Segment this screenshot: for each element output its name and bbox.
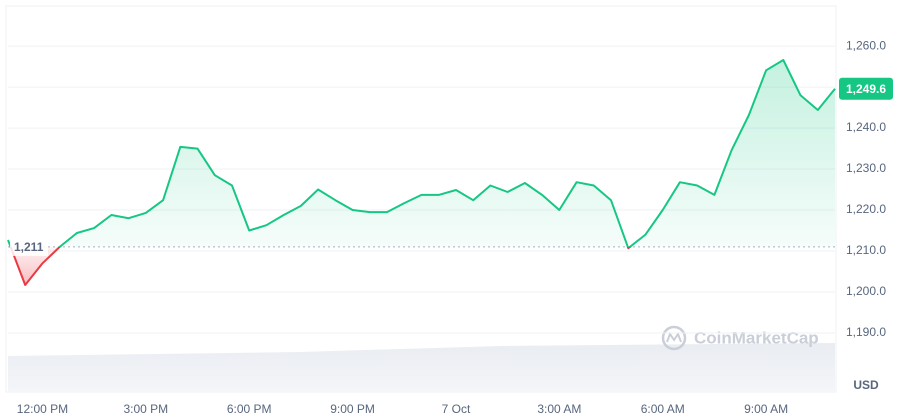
area xyxy=(8,60,835,285)
x-tick-label: 9:00 AM xyxy=(744,402,788,416)
watermark-text: CoinMarketCap xyxy=(694,328,819,347)
baseline-label: 1,211 xyxy=(14,240,44,254)
current-price-label: 1,249.6 xyxy=(846,82,886,96)
x-tick-label: 6:00 AM xyxy=(641,402,685,416)
y-tick-label: 1,210.0 xyxy=(846,243,886,257)
y-tick-label: 1,190.0 xyxy=(846,325,886,339)
y-tick-label: 1,240.0 xyxy=(846,120,886,134)
x-tick-label: 6:00 PM xyxy=(227,402,272,416)
currency-label: USD xyxy=(853,378,879,392)
x-tick-label: 3:00 AM xyxy=(537,402,581,416)
x-tick-label: 9:00 PM xyxy=(330,402,375,416)
x-tick-label: 7 Oct xyxy=(442,402,471,416)
current-price-tag xyxy=(839,77,893,100)
x-tick-label: 12:00 PM xyxy=(17,402,68,416)
volume-band xyxy=(8,343,835,392)
y-tick-label: 1,230.0 xyxy=(846,161,886,175)
y-tick-label: 1,200.0 xyxy=(846,284,886,298)
baseline-label-bg xyxy=(10,237,48,256)
price-line xyxy=(7,59,836,286)
x-tick-label: 3:00 PM xyxy=(123,402,168,416)
y-tick-label: 1,260.0 xyxy=(846,38,886,52)
y-tick-label: 1,220.0 xyxy=(846,202,886,216)
